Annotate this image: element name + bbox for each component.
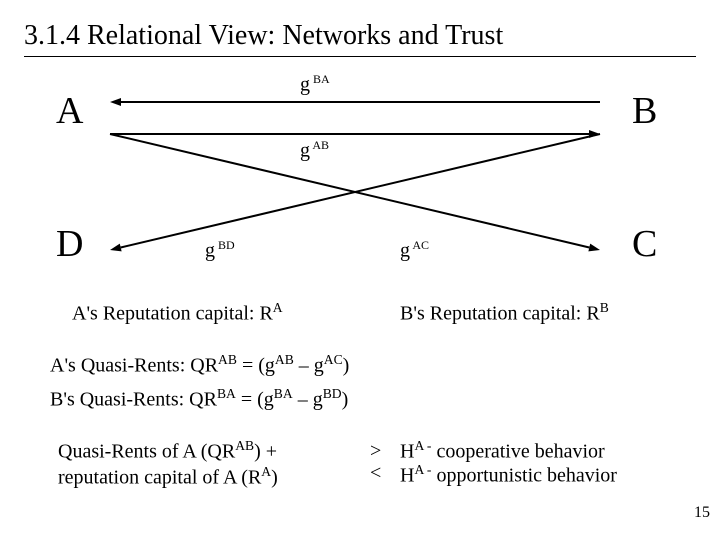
quasi-rent-A: A's Quasi-Rents: QRAB = (gAB – gAC) — [50, 352, 349, 378]
cond-lt: < — [370, 462, 381, 485]
quasi-rent-B: B's Quasi-Rents: QRBA = (gBA – gBD) — [50, 386, 348, 412]
rep-cap-B: B's Reputation capital: RB — [400, 300, 609, 326]
cond-coop: HA - cooperative behavior — [400, 438, 605, 464]
cond-gt: > — [370, 440, 381, 463]
rep-cap-A: A's Reputation capital: RA — [72, 300, 283, 326]
cond-left: Quasi-Rents of A (QRAB) + reputation cap… — [58, 438, 318, 489]
cond-opp: HA - opportunistic behavior — [400, 462, 617, 488]
slide-number: 15 — [694, 504, 710, 522]
